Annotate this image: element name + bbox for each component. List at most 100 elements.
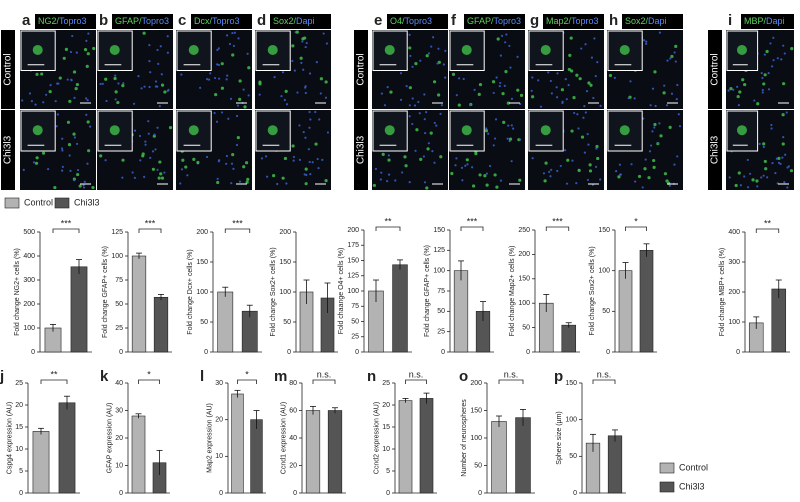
inset-cell xyxy=(188,125,199,136)
cell xyxy=(576,113,579,116)
cell xyxy=(403,155,407,159)
cell xyxy=(324,179,328,183)
cell xyxy=(455,157,458,160)
cell xyxy=(316,157,319,161)
y-tick-label: 15 xyxy=(15,424,23,431)
cell xyxy=(414,149,417,152)
cell xyxy=(76,168,80,172)
bar xyxy=(58,402,76,494)
y-tick-label: 500 xyxy=(23,229,35,236)
cell xyxy=(87,32,90,35)
cell xyxy=(87,149,91,153)
cell xyxy=(285,182,288,185)
cell xyxy=(764,167,768,171)
cell xyxy=(432,80,437,84)
cell xyxy=(231,31,234,35)
cell xyxy=(568,53,572,57)
cell xyxy=(756,102,760,106)
cell xyxy=(575,182,578,185)
y-tick-label: 50 xyxy=(351,318,359,325)
cell xyxy=(729,87,733,91)
y-tick-label: 25 xyxy=(437,329,445,336)
marker: NG2/ xyxy=(38,16,60,26)
bar xyxy=(639,250,654,353)
stain-label: NG2/Topro3 xyxy=(38,16,87,26)
significance: n.s. xyxy=(597,369,612,379)
cell xyxy=(473,88,476,91)
y-axis-label: Sphere size (µm) xyxy=(556,411,563,464)
y-tick-label: 75 xyxy=(115,277,123,284)
cell xyxy=(281,71,285,74)
cell xyxy=(157,176,161,180)
y-tick-label: 25 xyxy=(15,380,23,387)
cell xyxy=(736,85,739,88)
cell xyxy=(305,173,308,177)
row-label-bg xyxy=(354,110,368,190)
cell xyxy=(573,111,576,115)
cell xyxy=(437,47,440,50)
row-label: Chi3l3 xyxy=(710,135,721,164)
cell xyxy=(498,84,501,88)
cell xyxy=(237,37,240,40)
bar xyxy=(250,419,263,494)
cell xyxy=(304,182,308,186)
cell xyxy=(430,45,433,48)
cell xyxy=(634,180,637,183)
cell xyxy=(436,62,439,65)
cell xyxy=(73,179,76,182)
cell xyxy=(114,74,117,77)
significance-bracket xyxy=(138,379,160,384)
cell xyxy=(225,34,229,37)
cell xyxy=(35,72,39,76)
cell xyxy=(668,184,671,187)
cell xyxy=(668,125,672,129)
cell xyxy=(785,111,788,114)
cell xyxy=(767,88,771,91)
cell xyxy=(743,175,746,178)
cell xyxy=(423,181,427,184)
inset-cell xyxy=(736,44,747,55)
cell xyxy=(652,165,656,169)
y-tick-label: 100 xyxy=(347,288,359,295)
cell xyxy=(755,179,759,183)
cell xyxy=(179,182,182,185)
cell xyxy=(101,82,104,85)
legend-label: Control xyxy=(679,462,708,472)
cell xyxy=(512,127,515,130)
cell xyxy=(408,104,411,107)
cell xyxy=(770,127,773,130)
cell xyxy=(565,98,568,101)
cell xyxy=(439,155,443,159)
cell xyxy=(676,83,679,87)
cell xyxy=(139,159,142,162)
y-tick-label: 50 xyxy=(115,301,123,308)
cell xyxy=(58,76,62,80)
cell xyxy=(225,78,228,81)
cell xyxy=(637,174,642,179)
y-tick-label: 100 xyxy=(728,319,740,326)
cell xyxy=(739,184,742,187)
cell xyxy=(380,92,384,95)
cell xyxy=(143,85,146,88)
cell xyxy=(578,77,582,81)
cell xyxy=(782,44,785,47)
cell xyxy=(577,127,580,130)
cell xyxy=(732,88,735,91)
cell xyxy=(99,154,103,158)
cell xyxy=(587,143,590,146)
cell xyxy=(583,105,586,108)
stain-label: O4/Topro3 xyxy=(390,16,432,26)
cell xyxy=(85,39,88,42)
cell xyxy=(315,61,318,64)
cell xyxy=(408,33,411,36)
cell xyxy=(484,129,488,133)
cell xyxy=(548,170,551,173)
marker: Sox2/ xyxy=(273,16,297,26)
y-axis-label: Fold change MBP+ cells (%) xyxy=(719,248,726,337)
y-axis-label: Number of neurospheres xyxy=(461,399,468,477)
significance: ** xyxy=(50,369,58,379)
row-label-bg xyxy=(708,30,722,109)
cell xyxy=(61,137,64,140)
cell xyxy=(787,165,790,168)
cell xyxy=(761,91,764,94)
